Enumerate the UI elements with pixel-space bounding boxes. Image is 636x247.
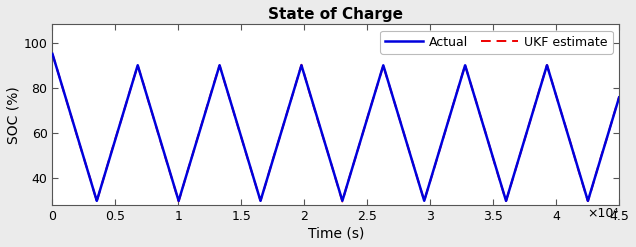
Title: State of Charge: State of Charge	[268, 7, 403, 22]
Legend: Actual, UKF estimate: Actual, UKF estimate	[380, 31, 613, 54]
Text: ×10⁴: ×10⁴	[588, 207, 619, 220]
X-axis label: Time (s): Time (s)	[308, 226, 364, 240]
Y-axis label: SOC (%): SOC (%)	[7, 86, 21, 144]
